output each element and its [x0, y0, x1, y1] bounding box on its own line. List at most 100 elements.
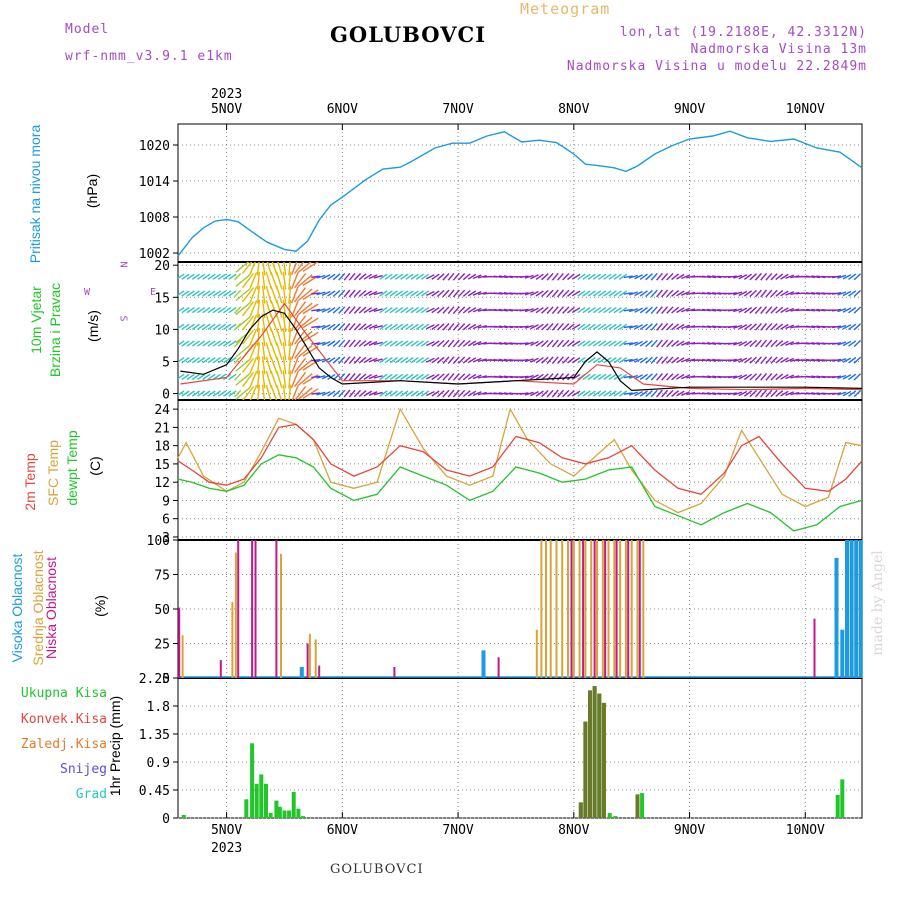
wind-barb	[400, 357, 409, 364]
wind-barb	[493, 375, 503, 379]
wind-barb	[467, 390, 477, 397]
wind-barb	[338, 373, 346, 381]
wind-barb	[405, 373, 414, 381]
wind-barb	[191, 357, 201, 364]
cloud-bar	[545, 540, 547, 678]
wind-barb	[415, 373, 425, 381]
wind-barb	[645, 389, 653, 398]
wind-barb	[598, 340, 607, 347]
wind-barb	[181, 290, 190, 297]
wind-barb	[743, 323, 753, 331]
wind-barb	[421, 273, 430, 280]
wind-barb	[348, 356, 356, 365]
wind-barb	[241, 301, 255, 317]
wind-barb	[661, 306, 669, 314]
wind-barb	[656, 322, 663, 331]
wind-barb	[425, 357, 435, 363]
wind-barb	[623, 308, 633, 312]
wind-barb	[608, 373, 617, 381]
wind-barb	[467, 357, 477, 364]
elevation-label: Nadmorska Visina 13m	[690, 42, 867, 57]
wind-barb	[592, 323, 602, 330]
wind-barb	[603, 290, 612, 297]
wind-barb	[567, 373, 575, 381]
wind-barb	[519, 292, 529, 295]
cloud-bar	[314, 639, 317, 678]
wind-barb	[785, 391, 795, 396]
wind-barb	[384, 390, 393, 397]
wind-barb	[276, 299, 283, 318]
wind-barb	[727, 375, 737, 379]
wind-barb	[831, 392, 842, 395]
wind-barb	[571, 340, 581, 347]
wind-barb	[415, 290, 424, 297]
wind-barb	[498, 275, 508, 279]
wind-barb	[519, 275, 529, 279]
wind-barb	[462, 390, 471, 398]
cloud-bar	[234, 552, 237, 678]
wind-barb	[592, 340, 602, 347]
wind-barb	[265, 314, 273, 332]
wind-barb	[447, 373, 455, 381]
wind-barb	[775, 390, 784, 397]
wind-barb	[197, 273, 206, 280]
wind-barb	[582, 323, 591, 330]
wind-barb	[628, 391, 638, 396]
wind-barb	[551, 322, 559, 331]
lonlat-label: lon,lat (19.2188E, 42.3312N)	[619, 25, 867, 40]
y-tick-label: 2.25	[139, 672, 170, 687]
wind-barb	[546, 306, 554, 314]
wind-barb	[598, 390, 607, 397]
wind-barb	[577, 307, 586, 314]
wind-barb	[530, 390, 539, 397]
wind-barb	[587, 273, 596, 280]
wind-barb	[811, 325, 821, 329]
wind-barb	[701, 325, 711, 329]
wind-barb	[503, 292, 514, 295]
wind-barb	[592, 307, 602, 314]
wind-barb	[271, 262, 278, 276]
wind-barb	[785, 341, 795, 346]
wind-barb	[425, 324, 435, 330]
wind-barb	[384, 290, 393, 297]
wind-barb	[405, 357, 414, 364]
wind-barb	[358, 340, 367, 347]
pressure-label: Pritisak na nivou mora	[27, 124, 43, 264]
wind-barb	[288, 328, 292, 347]
wind-barb	[420, 357, 430, 364]
wind-barb	[249, 300, 258, 318]
wind-barb	[223, 273, 232, 280]
wind-barb	[316, 341, 326, 346]
wind-barb	[656, 339, 663, 348]
precip-bar	[601, 702, 606, 818]
wind-barb	[235, 387, 251, 400]
wind-barb	[546, 389, 554, 398]
wind-barb	[270, 356, 278, 375]
wind-barb	[671, 273, 680, 281]
x-tick-label-bottom: 6NOV	[327, 823, 358, 838]
wind-barb	[618, 273, 628, 280]
wind-barb	[186, 373, 195, 381]
wind-barb	[738, 390, 748, 397]
wind-barb	[546, 323, 554, 331]
wind-barb	[603, 373, 612, 381]
wind-barb	[353, 289, 362, 298]
precip-bar	[291, 791, 296, 818]
wind-barb	[686, 275, 696, 279]
wind-barb	[442, 323, 450, 331]
cloud-bar	[858, 540, 863, 678]
wind-barb	[727, 325, 737, 329]
wind-barb	[571, 357, 581, 364]
wind-barb	[524, 291, 534, 296]
wind-barb	[671, 290, 680, 297]
wind-barb	[265, 271, 273, 290]
wind-barb	[671, 323, 680, 331]
wind-barb	[577, 323, 586, 330]
wind-barb	[249, 370, 258, 389]
wind-barb	[661, 356, 669, 365]
wind-barb	[472, 357, 482, 363]
wind-barb	[332, 289, 341, 297]
wind-barb	[410, 357, 419, 364]
wind-barb	[571, 373, 581, 380]
cloud-bar	[251, 540, 254, 678]
